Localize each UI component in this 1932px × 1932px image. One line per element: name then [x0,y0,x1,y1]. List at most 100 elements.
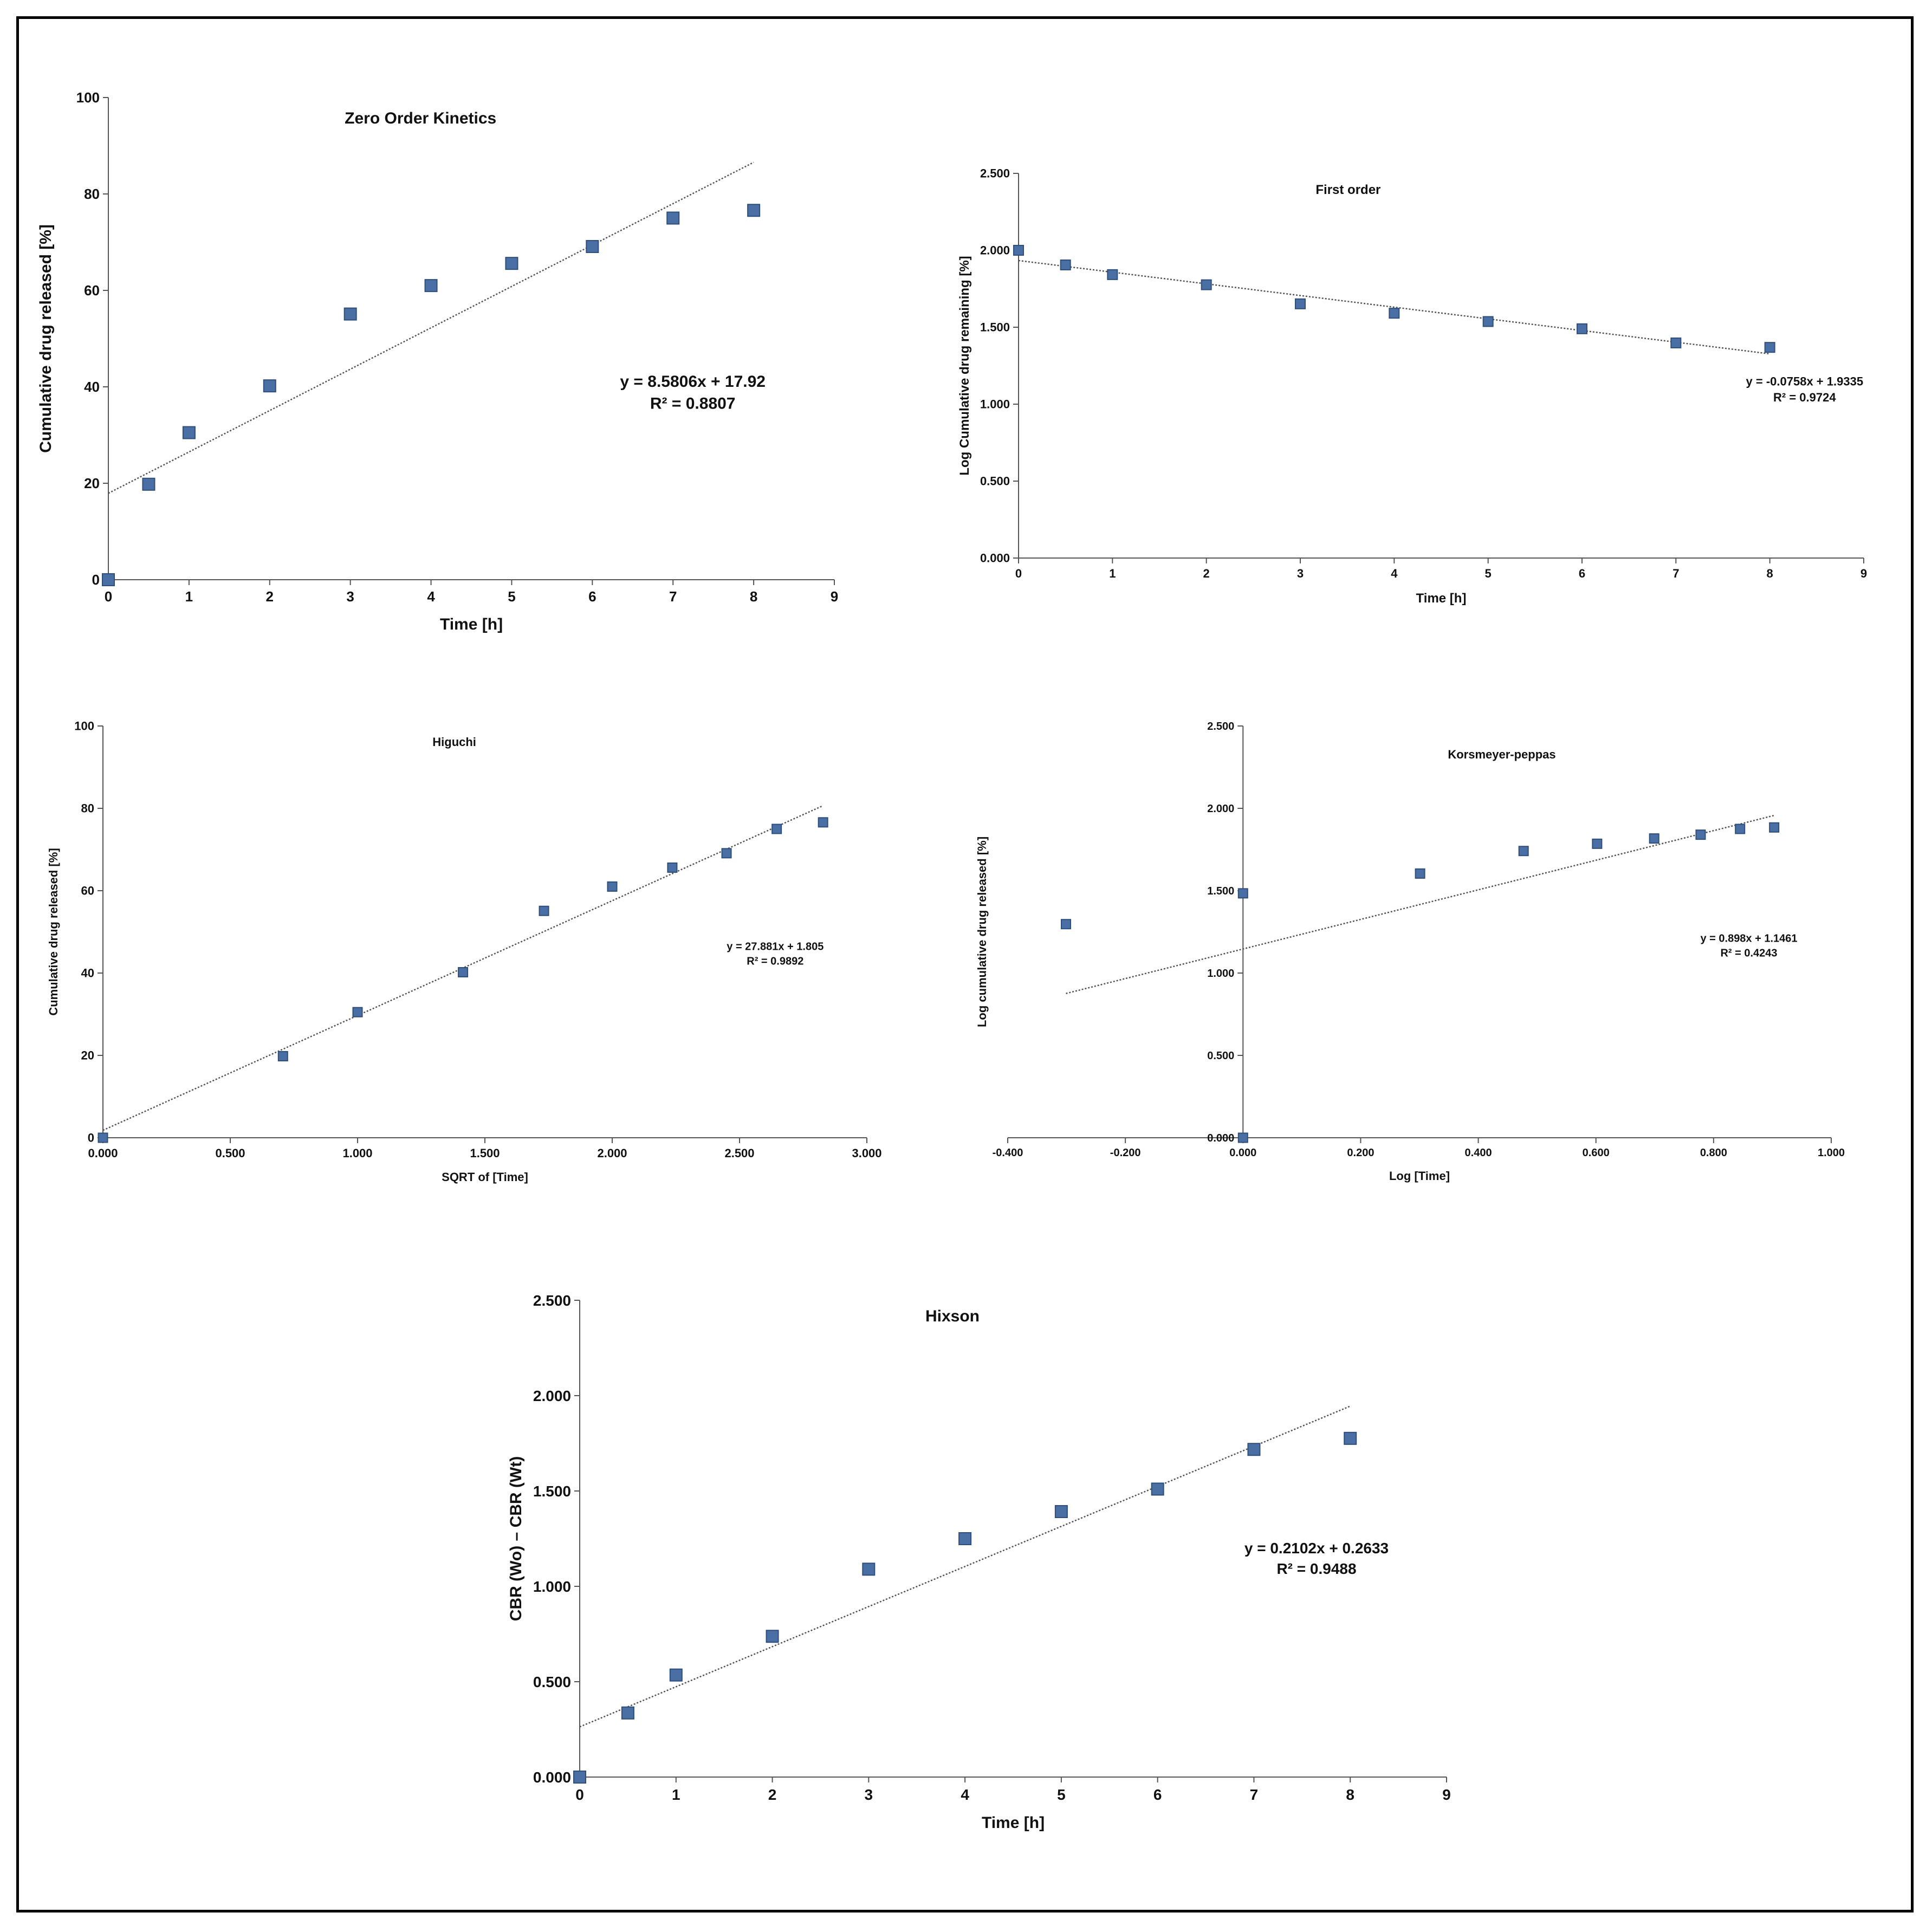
data-point [424,279,438,293]
data-point [98,1132,108,1143]
y-tick-label: 1.500 [980,321,1010,334]
data-point [1649,833,1659,844]
chart-title: Hixson [925,1307,980,1325]
y-tick-label: 80 [84,186,100,202]
y-tick-label: 80 [81,802,94,815]
data-point [1344,1431,1357,1445]
data-point [573,1771,586,1784]
y-axis-label: Cumulative drug released [%] [47,848,60,1015]
data-point [1670,337,1682,348]
x-tick-label: 0.000 [1229,1147,1256,1159]
data-point [1201,279,1212,290]
y-tick-label: 60 [84,282,100,299]
x-tick-label: 5 [1485,567,1492,580]
data-point [862,1563,876,1576]
y-tick-label: 1.000 [533,1578,571,1595]
trend-r-squared: R² = 0.9488 [1276,1560,1356,1577]
y-tick-label: 2.000 [1207,803,1234,815]
x-tick-label: 0.200 [1347,1147,1374,1159]
data-point [1060,919,1071,930]
data-point [666,211,680,225]
chart-title: Zero Order Kinetics [345,109,496,127]
x-tick-label: 4 [427,588,435,605]
data-point [818,817,828,828]
data-point [505,257,518,270]
data-point [539,905,549,916]
data-point [1247,1443,1261,1456]
y-tick-label: 0.500 [533,1674,571,1690]
y-axis-label: CBR (Wo) – CBR (Wt) [507,1456,525,1621]
x-tick-label: 1.000 [1818,1147,1845,1159]
x-tick-label: 0 [575,1786,584,1803]
trendline [108,161,754,494]
data-point [1482,316,1494,327]
data-point [667,862,678,873]
y-tick-label: 1.000 [980,398,1010,411]
x-tick-label: 1.500 [470,1146,500,1160]
chart-title: Higuchi [432,735,476,749]
data-point [1518,846,1529,857]
x-tick-label: 2 [266,588,274,605]
x-tick-label: 3 [1297,567,1304,580]
y-tick-label: 40 [84,379,100,395]
data-point [607,881,618,892]
x-tick-label: 7 [669,588,677,605]
x-tick-label: 5 [508,588,515,605]
chart-svg: 0 1 2 3 4 5 6 7 8 9 0.000 0.500 1.000 1.500 2.000 2.500… [507,1292,1451,1832]
x-tick-label: 3.000 [852,1146,881,1160]
x-tick-label: 9 [831,588,838,605]
data-point [1054,1505,1068,1519]
data-point [1592,838,1603,849]
chart-first-order: 0 1 2 3 4 5 6 7 8 9 0.000 0.500 1.000 1.500 2.000 2.500… [954,152,1896,639]
x-tick-label: 1 [185,588,193,605]
x-tick-label: 1.000 [342,1146,372,1160]
y-tick-label: 100 [74,719,94,733]
x-tick-label: 0.500 [215,1146,245,1160]
data-point [1735,824,1746,834]
x-tick-label: -0.200 [1110,1147,1141,1159]
y-tick-label: 0.000 [533,1769,571,1786]
x-tick-label: 1 [672,1786,680,1803]
trend-equation: y = 27.881x + 1.805 [727,941,824,953]
x-tick-label: 0 [1015,567,1022,580]
x-axis-label: Time [h] [440,615,503,633]
trendline [1066,814,1774,994]
trend-r-squared: R² = 0.9724 [1773,391,1836,404]
x-tick-label: 2.000 [597,1146,627,1160]
chart-hixson: 0 1 2 3 4 5 6 7 8 9 0.000 0.500 1.000 1.500 2.000 2.500… [471,1284,1555,1858]
trend-r-squared: R² = 0.9892 [747,956,803,968]
data-point [669,1668,683,1682]
chart-korsmeyer-peppas: -0.400 -0.200 0.000 0.200 0.400 0.600 0.800 1.0… [964,710,1896,1197]
trend-equation: y = 8.5806x + 17.92 [620,373,766,391]
trend-equation: y = -0.0758x + 1.9335 [1746,375,1864,388]
chart-svg: 0 1 2 3 4 5 6 7 8 9 0.000 0.500 1.000 1.500 2.000 2.500… [957,167,1867,606]
x-tick-label: 2 [1203,567,1210,580]
x-tick-label: 3 [865,1786,873,1803]
y-tick-label: 1.500 [533,1483,571,1500]
y-tick-label: 1.000 [1207,968,1234,980]
chart-svg: 0.000 0.500 1.000 1.500 2.000 2.500 3.000 0 20 40… [47,719,882,1184]
data-point [182,426,196,439]
x-axis-label: Log [Time] [1389,1169,1450,1183]
trend-equation: y = 0.898x + 1.1461 [1700,932,1797,944]
data-point [721,848,732,859]
y-tick-label: 20 [81,1049,94,1062]
y-tick-label: 0.000 [1207,1132,1234,1144]
y-tick-label: 0.500 [1207,1050,1234,1062]
y-tick-label: 40 [81,967,94,980]
x-tick-label: 6 [1153,1786,1162,1803]
x-tick-label: 5 [1057,1786,1066,1803]
chart-svg: 0 1 2 3 4 5 6 7 8 9 0 20 40 60 80 100 Zero Order Kinetic… [37,89,838,633]
data-point [1577,323,1587,334]
y-tick-label: 2.500 [533,1292,571,1309]
x-tick-label: 0.400 [1465,1147,1492,1159]
x-axis-label: Time [h] [982,1814,1045,1832]
data-point [586,240,599,254]
trend-r-squared: R² = 0.8807 [650,394,736,412]
trend-r-squared: R² = 0.4243 [1720,947,1777,959]
x-tick-label: 8 [1767,567,1773,580]
data-point [771,824,782,834]
y-tick-label: 0.000 [980,552,1010,565]
data-point [102,573,115,586]
y-tick-label: 1.500 [1207,885,1234,897]
